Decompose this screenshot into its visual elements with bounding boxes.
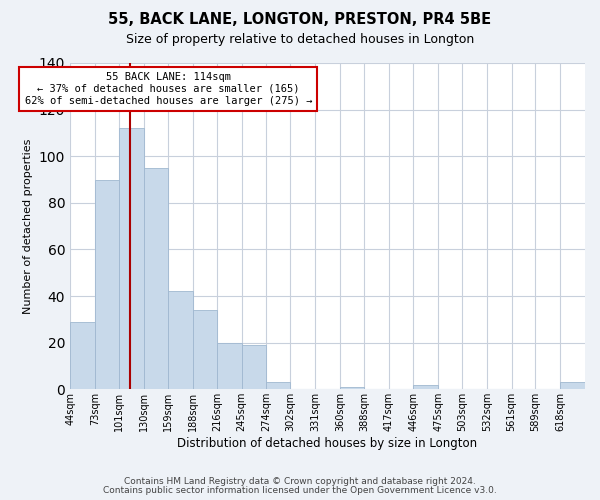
Bar [70,322,95,390]
Text: 55, BACK LANE, LONGTON, PRESTON, PR4 5BE: 55, BACK LANE, LONGTON, PRESTON, PR4 5BE [109,12,491,28]
Bar [217,342,242,390]
Text: Contains HM Land Registry data © Crown copyright and database right 2024.: Contains HM Land Registry data © Crown c… [124,477,476,486]
Bar [560,382,585,390]
Y-axis label: Number of detached properties: Number of detached properties [23,138,33,314]
Text: 55 BACK LANE: 114sqm
← 37% of detached houses are smaller (165)
62% of semi-deta: 55 BACK LANE: 114sqm ← 37% of detached h… [25,72,312,106]
Bar [340,387,364,390]
Text: Size of property relative to detached houses in Longton: Size of property relative to detached ho… [126,32,474,46]
Bar [95,180,119,390]
Bar [413,384,438,390]
Bar [168,292,193,390]
Bar [119,128,143,390]
Bar [193,310,217,390]
Bar [242,345,266,390]
X-axis label: Distribution of detached houses by size in Longton: Distribution of detached houses by size … [178,437,478,450]
Bar [143,168,168,390]
Text: Contains public sector information licensed under the Open Government Licence v3: Contains public sector information licen… [103,486,497,495]
Bar [266,382,290,390]
